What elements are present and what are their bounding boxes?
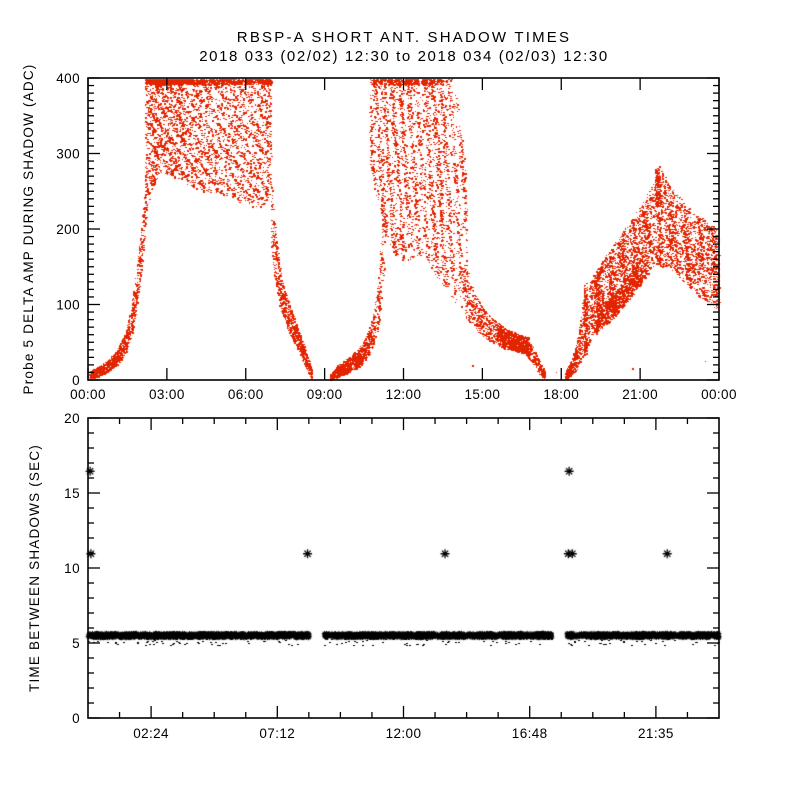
bottom-y-tick-label: 15 <box>64 486 80 501</box>
top-y-axis-title: Probe 5 DELTA AMP DURING SHADOW (ADC) <box>21 64 36 395</box>
top-panel-frame <box>87 77 720 381</box>
top-x-tick-label: 06:00 <box>228 387 264 402</box>
top-y-tick-label: 400 <box>56 71 80 86</box>
top-x-tick-label: 15:00 <box>464 387 500 402</box>
bottom-x-tick-label: 16:48 <box>512 726 548 741</box>
top-y-tick-label: 0 <box>72 373 80 388</box>
bottom-y-tick-label: 10 <box>64 561 80 576</box>
top-x-tick-label: 00:00 <box>70 387 106 402</box>
top-x-tick-label: 21:00 <box>622 387 658 402</box>
bottom-x-tick-label: 02:24 <box>133 726 169 741</box>
bottom-x-tick-label: 12:00 <box>386 726 422 741</box>
top-x-tick-label: 12:00 <box>386 387 422 402</box>
top-y-tick-label: 200 <box>56 222 80 237</box>
bottom-y-tick-label: 0 <box>72 711 80 726</box>
axis-ticks <box>87 77 720 719</box>
top-y-tick-label: 100 <box>56 298 80 313</box>
axis-tick-labels: 00:00 03:00 06:00 09:00 12:00 15:00 18:00 21:00… <box>56 71 737 741</box>
chart-title: RBSP-A SHORT ANT. SHADOW TIMES <box>237 29 571 46</box>
top-y-tick-label: 300 <box>56 147 80 162</box>
bottom-x-tick-label: 21:35 <box>638 726 674 741</box>
top-x-tick-label: 18:00 <box>543 387 579 402</box>
top-x-tick-label: 03:00 <box>149 387 185 402</box>
chart-subtitle: 2018 033 (02/02) 12:30 to 2018 034 (02/0… <box>199 48 609 65</box>
bottom-x-tick-label: 07:12 <box>259 726 295 741</box>
top-x-tick-label: 09:00 <box>307 387 343 402</box>
bottom-y-tick-label: 5 <box>72 636 80 651</box>
bottom-y-tick-label: 20 <box>64 411 80 426</box>
bottom-y-axis-title: TIME BETWEEN SHADOWS (SEC) <box>27 444 42 692</box>
bottom-panel-frame <box>87 417 720 719</box>
top-x-tick-label: 00:00 <box>701 387 737 402</box>
